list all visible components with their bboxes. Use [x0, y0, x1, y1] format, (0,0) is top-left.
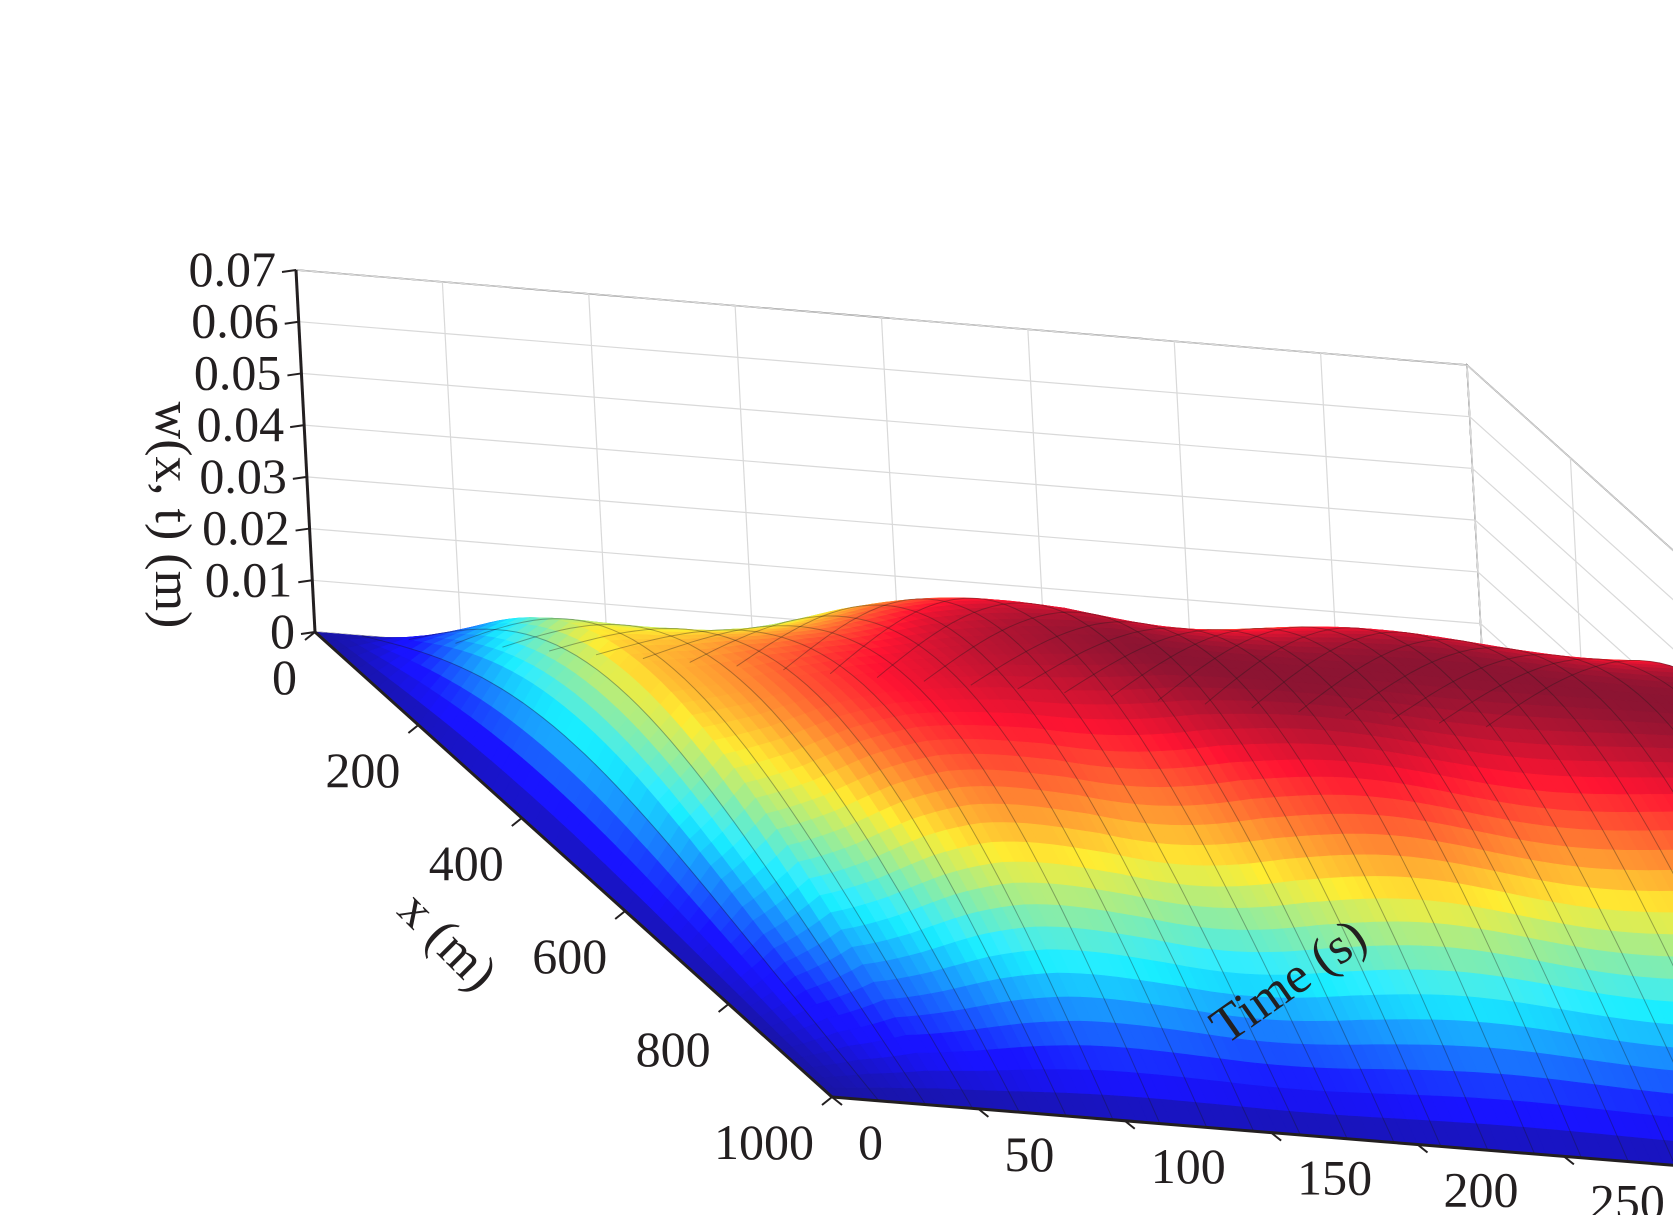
surface-mesh [315, 598, 1673, 1192]
